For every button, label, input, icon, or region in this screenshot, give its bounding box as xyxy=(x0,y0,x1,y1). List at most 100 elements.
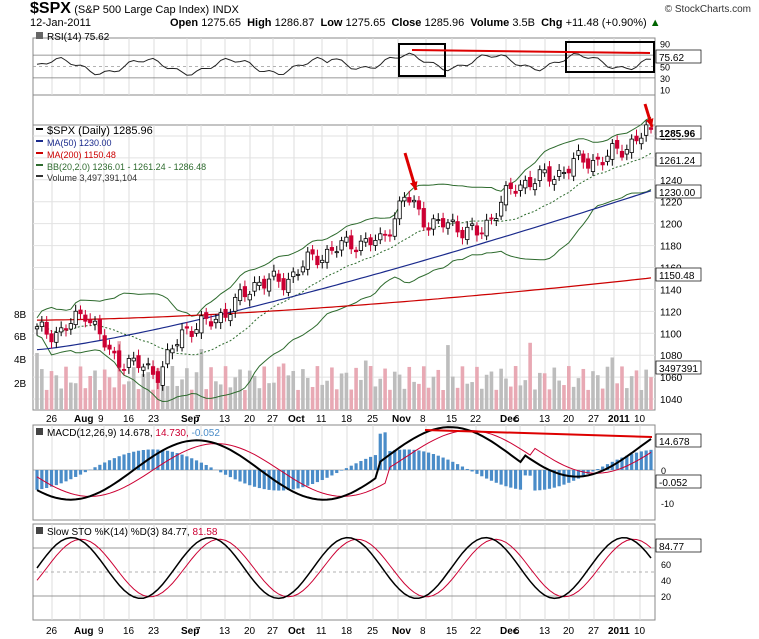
candle-body xyxy=(291,271,296,278)
volume-bar xyxy=(562,385,566,410)
candle-body xyxy=(586,158,591,169)
candle-body xyxy=(54,332,59,343)
price-tick-label: 1080 xyxy=(660,351,683,362)
macd-hist-bar xyxy=(417,450,421,470)
candle-body xyxy=(39,321,44,327)
candle-body xyxy=(150,366,156,375)
price-legend-ma50-swatch xyxy=(36,140,43,142)
volume-bar xyxy=(383,368,387,410)
volume-value: 3.5B xyxy=(512,17,535,29)
candle-body xyxy=(547,166,552,182)
candle-body xyxy=(117,350,122,368)
macd-hist-bar xyxy=(480,470,484,477)
volume-bar xyxy=(605,366,610,410)
candle-body xyxy=(242,286,247,298)
sto-tick-label: 40 xyxy=(661,576,671,586)
candle-body xyxy=(83,314,88,322)
x-tick-label-bottom: 16 xyxy=(123,626,135,637)
brand-watermark: © StockCharts.com xyxy=(664,4,751,15)
chg-value: +11.48 (+0.90%) xyxy=(565,17,647,29)
price-legend-volume: Volume 3,497,391,104 xyxy=(47,173,137,183)
volume-bar xyxy=(528,342,532,410)
candle-body xyxy=(426,227,431,231)
volume-bar xyxy=(209,367,213,410)
volume-bar xyxy=(214,381,218,410)
volume-bar xyxy=(484,374,489,410)
volume-bar xyxy=(127,381,131,410)
candle-body xyxy=(49,333,54,343)
candle-body xyxy=(271,270,276,277)
candle-body xyxy=(136,355,141,369)
x-tick-label-bottom: 20 xyxy=(563,626,575,637)
candle-body xyxy=(208,321,214,327)
candle-body xyxy=(460,229,465,239)
volume-bar xyxy=(305,377,310,410)
open-value: 1275.65 xyxy=(201,17,241,29)
volume-bar xyxy=(600,388,605,410)
volume-bar xyxy=(296,389,300,410)
candle-body xyxy=(353,249,359,253)
candle-body xyxy=(218,312,223,324)
macd-hist-bar xyxy=(601,466,605,470)
volume-bar xyxy=(581,368,586,410)
candle-body xyxy=(334,251,339,254)
candle-body xyxy=(431,218,436,230)
candle-body xyxy=(131,357,136,362)
macd-hist-bar xyxy=(427,452,431,470)
macd-hist-bar xyxy=(451,461,455,470)
macd-hist-bar xyxy=(204,464,208,470)
volume-bar xyxy=(610,357,615,410)
sto-d-line xyxy=(36,538,652,598)
high-value: 1286.87 xyxy=(274,17,315,29)
macd-hist-bar xyxy=(441,457,445,470)
x-tick-label-bottom: Sep xyxy=(181,626,199,637)
candle-body xyxy=(281,278,286,291)
rsi-legend: RSI(14) 75.62 xyxy=(47,32,110,43)
candle-body xyxy=(363,238,368,243)
macd-hist-bar xyxy=(49,470,54,487)
annotation-arrow-nov-head xyxy=(409,181,418,190)
macd-hist-bar xyxy=(185,456,189,470)
candle-body xyxy=(102,335,107,348)
volume-bar xyxy=(513,366,518,410)
volume-bar xyxy=(373,386,378,410)
x-tick-label-bottom: 25 xyxy=(367,626,379,637)
sto-legend: Slow STO %K(14) %D(3) 84.77, 81.58 xyxy=(47,527,218,538)
volume-bar xyxy=(252,375,257,410)
candle-body xyxy=(199,315,204,334)
macd-hist-bar xyxy=(456,464,460,470)
volume-bar xyxy=(576,378,581,410)
macd-hist-bar xyxy=(257,470,261,489)
volume-bar xyxy=(344,372,349,410)
macd-hist-bar xyxy=(301,470,305,488)
x-tick-label-bottom: 9 xyxy=(98,626,104,637)
candle-body xyxy=(300,266,306,273)
candle-body xyxy=(474,225,480,236)
candle-body xyxy=(59,327,64,333)
candle-body xyxy=(581,153,586,163)
bbmid-price-tag: 1261.24 xyxy=(659,156,696,167)
exchange: INDX xyxy=(212,4,239,16)
candle-body xyxy=(295,273,301,276)
macd-hist-bar xyxy=(528,470,532,476)
volume-bar xyxy=(223,366,228,410)
volume-bar xyxy=(315,366,320,410)
candle-body xyxy=(233,296,238,312)
x-tick-label-mid: 27 xyxy=(267,414,279,425)
x-tick-label-mid: 13 xyxy=(219,414,231,425)
candle-body xyxy=(470,223,475,226)
candle-body xyxy=(368,237,373,246)
candle-body xyxy=(252,282,257,292)
candle-body xyxy=(194,329,199,334)
macd-hist-bar xyxy=(586,470,590,474)
macd-legend-icon xyxy=(36,428,43,435)
volume-bar xyxy=(267,383,271,410)
candle-body xyxy=(610,143,615,160)
volume-bar xyxy=(180,379,184,410)
macd-hist-bar xyxy=(359,461,363,470)
macd-hist-bar xyxy=(339,470,344,471)
macd-hist-bar xyxy=(630,454,634,470)
x-tick-label-bottom: 8 xyxy=(420,626,426,637)
macd-hist-bar xyxy=(59,470,63,484)
volume-bar xyxy=(421,366,426,410)
